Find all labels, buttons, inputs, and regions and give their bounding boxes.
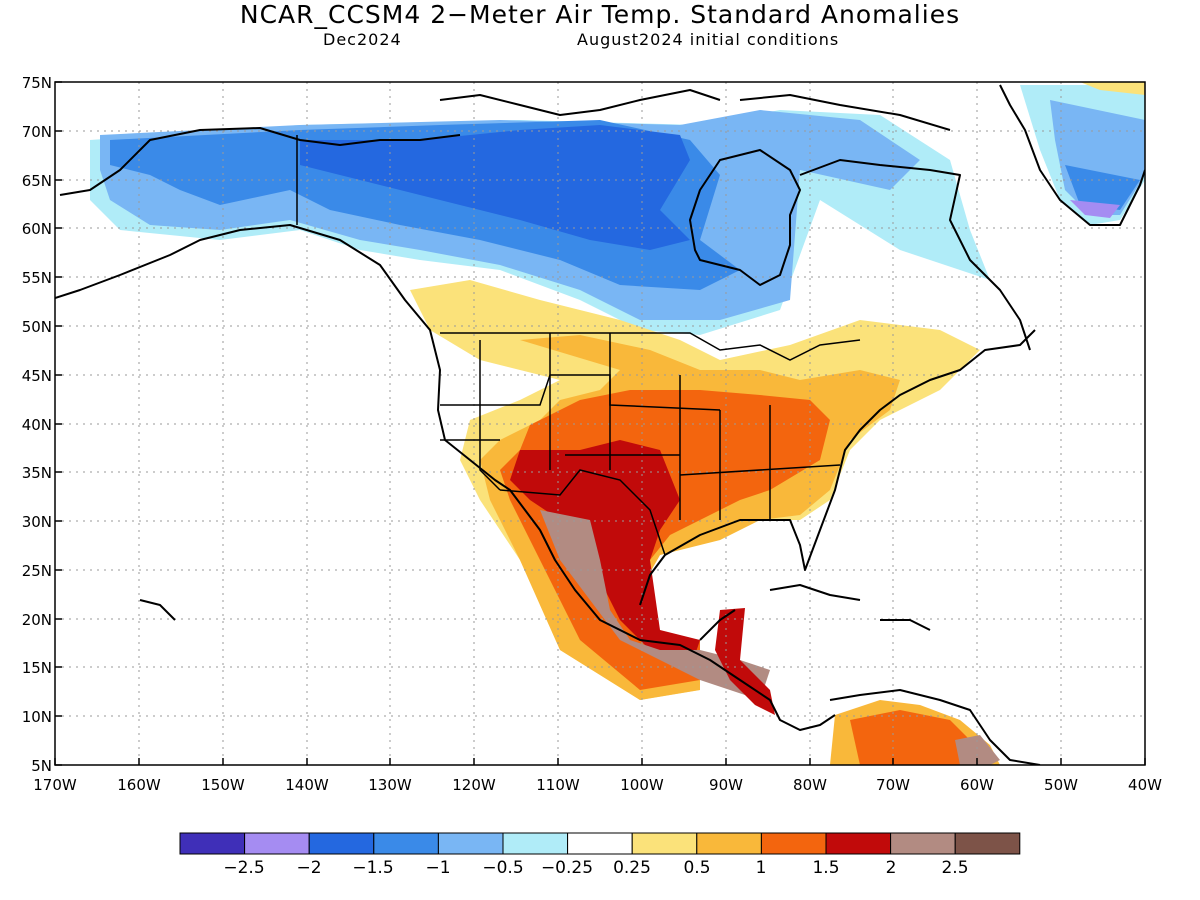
lat-label: 20N	[22, 611, 52, 629]
colorbar-swatch	[244, 832, 310, 855]
lat-label: 45N	[22, 367, 52, 385]
lon-label: 80W	[793, 776, 827, 794]
colorbar-label: 1	[756, 858, 767, 878]
colorbar-label: 2	[886, 858, 897, 878]
lon-label: 170W	[33, 776, 77, 794]
colorbar-label: −0.25	[541, 858, 593, 878]
colorbar-label: −2.5	[223, 858, 264, 878]
warm-anomaly-extreme	[540, 510, 770, 700]
map-title: NCAR_CCSM4 2−Meter Air Temp. Standard An…	[239, 0, 961, 29]
lat-label: 15N	[22, 659, 52, 677]
lat-label: 65N	[22, 172, 52, 190]
axis-ticks	[54, 81, 1146, 766]
lon-label: 130W	[368, 776, 412, 794]
colorbar-label: −2	[296, 858, 321, 878]
colorbar-swatch	[631, 832, 698, 855]
lat-label: 55N	[22, 269, 52, 287]
lat-label: 5N	[31, 757, 52, 775]
lon-label: 110W	[536, 776, 580, 794]
colorbar-swatch	[373, 832, 439, 855]
lon-label: 120W	[452, 776, 496, 794]
lon-label: 50W	[1044, 776, 1078, 794]
colorbar-swatch	[890, 832, 956, 855]
colorbar	[179, 832, 1021, 855]
colorbar-label: 1.5	[812, 858, 839, 878]
forecast-month: Dec2024	[323, 30, 402, 49]
lon-label: 140W	[285, 776, 329, 794]
colorbar-swatch	[308, 832, 375, 855]
graticule	[55, 82, 1145, 765]
lat-label: 60N	[22, 220, 52, 238]
greenland-warm	[1080, 82, 1145, 95]
colorbar-swatch	[502, 832, 569, 855]
lon-label: 90W	[709, 776, 743, 794]
colorbar-swatch	[825, 832, 892, 855]
warm-anomaly-stronger	[510, 440, 700, 670]
lat-label: 75N	[22, 74, 52, 92]
colorbar-swatch	[696, 832, 762, 855]
lat-label: 40N	[22, 416, 52, 434]
lon-label: 160W	[117, 776, 161, 794]
lat-label: 70N	[22, 123, 52, 141]
longitude-labels: 170W 160W 150W 140W 130W 120W 110W 100W …	[33, 776, 1162, 794]
lat-label: 10N	[22, 708, 52, 726]
anomaly-field	[90, 82, 1145, 765]
latitude-labels: 75N 70N 65N 60N 55N 50N 45N 40N 35N 30N …	[22, 74, 52, 775]
lat-label: 50N	[22, 318, 52, 336]
colorbar-label: −1.5	[352, 858, 393, 878]
lon-label: 150W	[201, 776, 245, 794]
greenland-cold-strong	[1065, 165, 1140, 210]
cold-anomaly-stronger	[300, 125, 690, 250]
colorbar-label: 0.25	[613, 858, 651, 878]
greenland-cold-extreme	[1070, 200, 1120, 218]
lon-label: 70W	[876, 776, 910, 794]
colorbar-label: 0.5	[683, 858, 710, 878]
coastlines	[55, 84, 1145, 765]
colorbar-label: −0.5	[482, 858, 523, 878]
political-borders	[296, 135, 861, 556]
colorbar-swatch	[437, 832, 504, 855]
colorbar-swatch	[567, 832, 633, 855]
colorbar-label: 2.5	[941, 858, 968, 878]
lon-label: 100W	[620, 776, 664, 794]
colorbar-label: −1	[425, 858, 450, 878]
lat-label: 30N	[22, 513, 52, 531]
lon-label: 40W	[1128, 776, 1162, 794]
colorbar-swatch	[760, 832, 827, 855]
lat-label: 35N	[22, 464, 52, 482]
warm-anomaly-south-america-strong	[850, 710, 975, 765]
warm-anomaly-south-america-extreme	[955, 735, 1000, 765]
initial-conditions: August2024 initial conditions	[577, 30, 840, 49]
lat-label: 25N	[22, 562, 52, 580]
warm-anomaly-central-america	[715, 608, 775, 715]
colorbar-labels: −2.5 −2 −1.5 −1 −0.5 −0.25 0.25 0.5 1 1.…	[223, 858, 968, 878]
lon-label: 60W	[960, 776, 994, 794]
colorbar-swatch	[954, 832, 1021, 855]
colorbar-swatch	[179, 832, 246, 855]
